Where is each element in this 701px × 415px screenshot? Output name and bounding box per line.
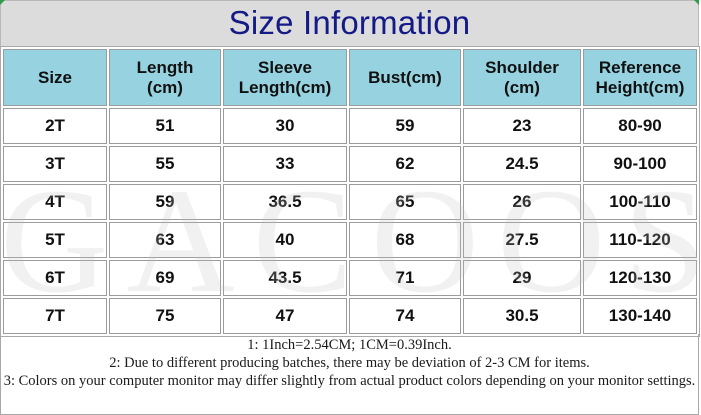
header-shoulder-unit: (cm) <box>504 77 540 97</box>
cell-bust: 71 <box>349 260 461 296</box>
cell-sleeve-length: 43.5 <box>223 260 347 296</box>
header-size: Size <box>3 49 107 106</box>
cell-length: 69 <box>109 260 221 296</box>
notes-section: 1: 1Inch=2.54CM; 1CM=0.39Inch. 2: Due to… <box>0 334 699 415</box>
header-shoulder: Shoulder (cm) <box>463 49 581 106</box>
cell-reference-height: 100-110 <box>583 184 697 220</box>
cell-reference-height: 110-120 <box>583 222 697 258</box>
cell-shoulder: 26 <box>463 184 581 220</box>
corner-marker-icon <box>694 0 699 5</box>
cell-size: 4T <box>3 184 107 220</box>
cell-length: 59 <box>109 184 221 220</box>
title-bar: Size Information <box>0 0 699 46</box>
cell-shoulder: 24.5 <box>463 146 581 182</box>
cell-sleeve-length: 36.5 <box>223 184 347 220</box>
note-deviation: 2: Due to different producing batches, t… <box>109 355 590 371</box>
cell-sleeve-length: 47 <box>223 298 347 334</box>
cell-bust: 59 <box>349 108 461 144</box>
cell-sleeve-length: 30 <box>223 108 347 144</box>
table-row: 4T 59 36.5 65 26 100-110 <box>3 184 697 220</box>
cell-reference-height: 80-90 <box>583 108 697 144</box>
table-row: 3T 55 33 62 24.5 90-100 <box>3 146 697 182</box>
table-row: 7T 75 47 74 30.5 130-140 <box>3 298 697 334</box>
cell-shoulder: 30.5 <box>463 298 581 334</box>
cell-shoulder: 29 <box>463 260 581 296</box>
header-sleeve-line: Sleeve <box>258 57 312 77</box>
table-row: 6T 69 43.5 71 29 120-130 <box>3 260 697 296</box>
note-colors: 3: Colors on your computer monitor may d… <box>3 373 696 389</box>
cell-bust: 74 <box>349 298 461 334</box>
header-length-line: Length <box>136 57 194 77</box>
header-sleeve-unit: Length(cm) <box>238 77 332 97</box>
header-length-unit: (cm) <box>147 77 183 97</box>
cell-size: 6T <box>3 260 107 296</box>
cell-size: 3T <box>3 146 107 182</box>
cell-reference-height: 90-100 <box>583 146 697 182</box>
cell-length: 63 <box>109 222 221 258</box>
table-row: 5T 63 40 68 27.5 110-120 <box>3 222 697 258</box>
cell-sleeve-length: 33 <box>223 146 347 182</box>
cell-length: 55 <box>109 146 221 182</box>
cell-shoulder: 23 <box>463 108 581 144</box>
cell-reference-height: 120-130 <box>583 260 697 296</box>
note-conversion: 1: 1Inch=2.54CM; 1CM=0.39Inch. <box>247 337 452 353</box>
cell-bust: 65 <box>349 184 461 220</box>
table-header-row: Size Length (cm) Sleeve Length(cm) Bust(… <box>3 49 697 106</box>
header-size-line: Size <box>37 67 73 87</box>
cell-sleeve-length: 40 <box>223 222 347 258</box>
page-title: Size Information <box>228 3 471 41</box>
header-bust: Bust(cm) <box>349 49 461 106</box>
cell-length: 51 <box>109 108 221 144</box>
cell-size: 2T <box>3 108 107 144</box>
cell-reference-height: 130-140 <box>583 298 697 334</box>
header-reference-height: Reference Height(cm) <box>583 49 697 106</box>
header-shoulder-line: Shoulder <box>485 57 559 77</box>
header-length: Length (cm) <box>109 49 221 106</box>
cell-bust: 62 <box>349 146 461 182</box>
cell-length: 75 <box>109 298 221 334</box>
table-row: 2T 51 30 59 23 80-90 <box>3 108 697 144</box>
cell-size: 7T <box>3 298 107 334</box>
size-table: Size Length (cm) Sleeve Length(cm) Bust(… <box>0 46 700 337</box>
cell-shoulder: 27.5 <box>463 222 581 258</box>
cell-bust: 68 <box>349 222 461 258</box>
header-reference-unit: Height(cm) <box>595 77 685 97</box>
cell-size: 5T <box>3 222 107 258</box>
header-bust-line: Bust(cm) <box>368 67 442 87</box>
header-reference-line: Reference <box>598 57 682 77</box>
header-sleeve-length: Sleeve Length(cm) <box>223 49 347 106</box>
corner-marker-icon <box>0 0 5 5</box>
